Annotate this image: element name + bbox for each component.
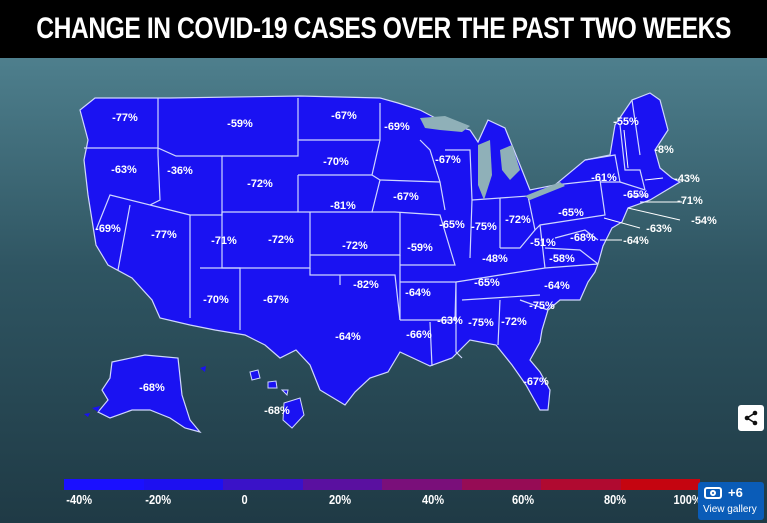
legend-segment xyxy=(382,479,462,490)
share-icon xyxy=(744,410,758,426)
state-label: -59% xyxy=(227,118,253,130)
state-label: -67% xyxy=(393,191,419,203)
state-label: -55% xyxy=(613,116,639,128)
state-label: -48% xyxy=(482,253,508,265)
state-label: -72% xyxy=(268,234,294,246)
legend-tick-label: 0 xyxy=(241,492,248,507)
state-label: -65% xyxy=(558,207,584,219)
state-label: -59% xyxy=(407,242,433,254)
state-label: -8% xyxy=(654,144,674,156)
gallery-label: View gallery xyxy=(703,504,757,515)
legend-ticks: -40% -20% 0 20% 40% 60% 80% 100% xyxy=(0,492,767,510)
state-label: -69% xyxy=(95,223,121,235)
state-label: -72% xyxy=(342,240,368,252)
state-label: -70% xyxy=(323,156,349,168)
state-label: -65% xyxy=(474,277,500,289)
state-label: -82% xyxy=(353,279,379,291)
state-label: -67% xyxy=(435,154,461,166)
legend-segment xyxy=(64,479,144,490)
legend-segment xyxy=(223,479,303,490)
state-label: -67% xyxy=(263,294,289,306)
hawaii xyxy=(249,369,305,429)
state-label: -71% xyxy=(677,195,703,207)
state-labels: -77% -59% -67% -69% -55% -8% -63% -36% -70% -67% -… xyxy=(95,110,717,417)
state-label: -67% xyxy=(331,110,357,122)
lake-huron-erie xyxy=(500,145,565,200)
legend-tick-label: 20% xyxy=(328,492,352,507)
state-label: -68% xyxy=(139,382,165,394)
legend-segment xyxy=(461,479,541,490)
state-label: -64% xyxy=(623,235,649,247)
legend-tick-label: -40% xyxy=(66,492,93,507)
legend-tick-label: 80% xyxy=(603,492,627,507)
lake-michigan xyxy=(478,140,492,200)
state-label: -67% xyxy=(523,376,549,388)
map-title: CHANGE IN COVID-19 CASES OVER THE PAST T… xyxy=(36,12,731,45)
state-label: -71% xyxy=(211,235,237,247)
state-label: -43% xyxy=(674,173,700,185)
contiguous-us xyxy=(79,92,682,411)
legend-tick-label: -20% xyxy=(145,492,172,507)
legend-segment xyxy=(541,479,621,490)
state-label: -72% xyxy=(505,214,531,226)
state-label: -36% xyxy=(167,165,193,177)
state-label: -69% xyxy=(384,121,410,133)
legend-segment xyxy=(143,479,223,490)
state-label: -75% xyxy=(529,300,555,312)
state-label: -68% xyxy=(264,405,290,417)
state-label: -68% xyxy=(570,232,596,244)
title-bar: CHANGE IN COVID-19 CASES OVER THE PAST T… xyxy=(0,0,767,58)
legend-segment xyxy=(620,479,700,490)
view-gallery-button[interactable]: +6 View gallery xyxy=(698,482,764,520)
state-label: -75% xyxy=(471,221,497,233)
camera-icon xyxy=(704,487,722,499)
state-label: -54% xyxy=(691,215,717,227)
legend-segment xyxy=(302,479,382,490)
legend-gradient xyxy=(64,479,700,490)
state-label: -75% xyxy=(468,317,494,329)
state-label: -63% xyxy=(437,315,463,327)
state-label: -61% xyxy=(591,172,617,184)
lake-superior xyxy=(420,116,470,132)
state-label: -72% xyxy=(247,178,273,190)
state-label: -51% xyxy=(530,237,556,249)
state-label: -65% xyxy=(623,189,649,201)
state-label: -65% xyxy=(439,219,465,231)
state-label: -58% xyxy=(549,253,575,265)
state-label: -70% xyxy=(203,294,229,306)
state-label: -81% xyxy=(330,200,356,212)
leader-lines xyxy=(600,129,682,241)
legend-tick-label: 60% xyxy=(511,492,535,507)
state-label: -63% xyxy=(111,164,137,176)
state-label: -66% xyxy=(406,329,432,341)
legend-tick-label: 100% xyxy=(673,492,702,507)
state-label: -64% xyxy=(405,287,431,299)
state-label: -63% xyxy=(646,223,672,235)
share-button[interactable] xyxy=(738,405,764,431)
state-label: -72% xyxy=(501,316,527,328)
gallery-count: +6 xyxy=(728,485,743,500)
legend-tick-label: 40% xyxy=(421,492,445,507)
state-label: -77% xyxy=(151,229,177,241)
alaska xyxy=(97,354,202,434)
state-label: -77% xyxy=(112,112,138,124)
state-label: -64% xyxy=(335,331,361,343)
state-label: -64% xyxy=(544,280,570,292)
